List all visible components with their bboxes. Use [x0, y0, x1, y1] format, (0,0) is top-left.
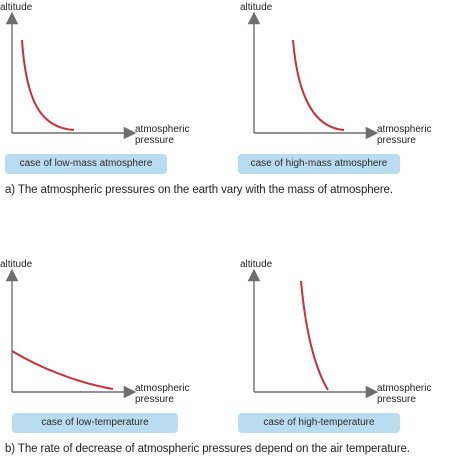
case-label-high-temperature: case of high-temperature	[238, 413, 400, 433]
y-axis-label: altitude	[0, 2, 33, 13]
case-label-low-temperature: case of low-temperature	[12, 413, 178, 433]
caption-b: b) The rate of decrease of atmospheric p…	[5, 443, 410, 455]
x-axis-label-line2: pressure	[135, 394, 174, 405]
x-axis-label-line2: pressure	[377, 135, 416, 146]
pressure-curve	[300, 280, 329, 391]
plot-low-mass: altitude atmospheric pressure	[0, 2, 189, 146]
y-axis-label: altitude	[240, 2, 273, 13]
x-axis-label-line2: pressure	[377, 394, 416, 405]
pressure-curve	[292, 39, 345, 131]
plot-low-temperature: altitude atmospheric pressure	[0, 259, 189, 405]
case-label-low-mass: case of low-mass atmosphere	[5, 154, 167, 174]
plot-high-temperature: altitude atmospheric pressure	[240, 259, 431, 405]
x-axis-label-line1: atmospheric	[377, 383, 431, 394]
y-axis-label: altitude	[240, 259, 273, 270]
x-axis-label-line1: atmospheric	[377, 124, 431, 135]
x-axis-label-line1: atmospheric	[135, 124, 189, 135]
pressure-curve	[21, 39, 75, 131]
caption-a: a) The atmospheric pressures on the eart…	[5, 184, 393, 196]
plot-high-mass: altitude atmospheric pressure	[240, 2, 431, 146]
y-axis-label: altitude	[0, 259, 33, 270]
x-axis-label-line1: atmospheric	[135, 383, 189, 394]
x-axis-label-line2: pressure	[135, 135, 174, 146]
pressure-curve	[11, 350, 114, 390]
case-label-high-mass: case of high-mass atmosphere	[238, 154, 400, 174]
